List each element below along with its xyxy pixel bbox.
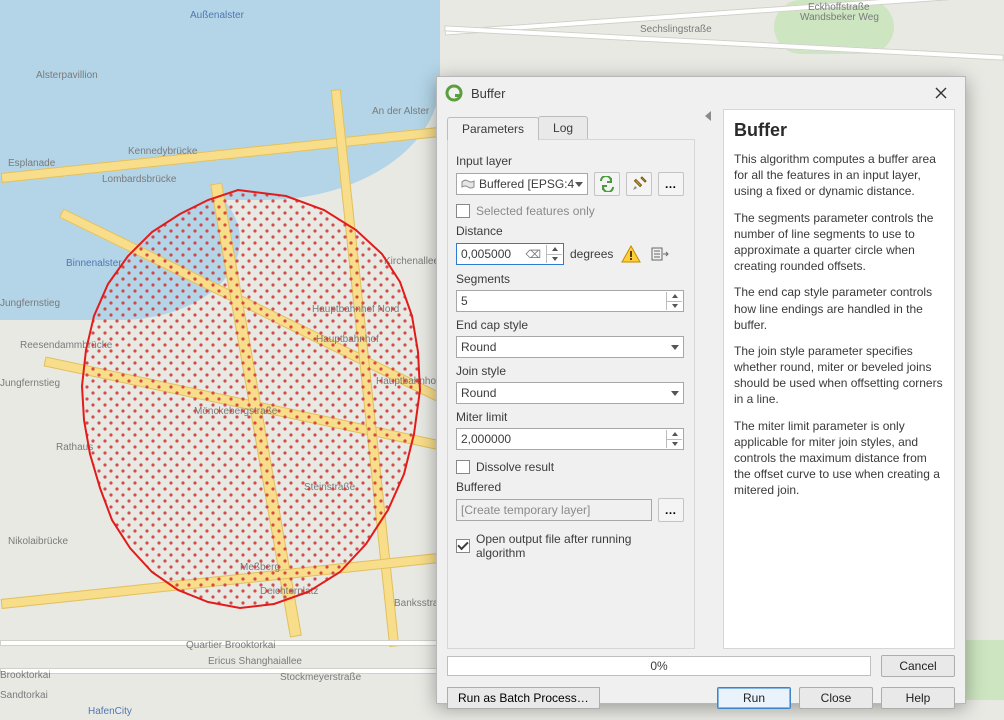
segments-input[interactable]: 5 <box>456 290 684 312</box>
dialog-title: Buffer <box>471 86 925 101</box>
label-input-layer: Input layer <box>456 154 684 168</box>
close-icon[interactable] <box>925 79 957 107</box>
input-layer-combo[interactable]: Buffered [EPSG:4 <box>456 173 588 195</box>
warning-icon <box>621 245 641 263</box>
input-layer-value: Buffered [EPSG:4 <box>479 177 574 191</box>
endcap-value: Round <box>461 340 496 354</box>
dissolve-checkbox[interactable] <box>456 460 470 474</box>
distance-value: 0,005000 <box>461 247 511 261</box>
output-placeholder: [Create temporary layer] <box>461 503 590 517</box>
run-batch-button[interactable]: Run as Batch Process… <box>447 687 600 709</box>
selected-only-label: Selected features only <box>476 204 595 218</box>
clear-distance-icon[interactable]: ⌫ <box>525 248 541 261</box>
label-miter: Miter limit <box>456 410 684 424</box>
label-distance: Distance <box>456 224 684 238</box>
open-output-checkbox[interactable] <box>456 539 470 553</box>
buffer-polygon <box>0 0 440 720</box>
map-label: Sechslingstraße <box>640 24 712 35</box>
help-p1: This algorithm computes a buffer area fo… <box>734 151 944 200</box>
distance-input[interactable]: 0,005000 ⌫ <box>456 243 564 265</box>
open-output-label: Open output file after running algorithm <box>476 532 684 560</box>
browse-output-button[interactable]: … <box>658 498 684 522</box>
label-segments: Segments <box>456 272 684 286</box>
map-label: Wandsbeker Weg <box>800 12 879 23</box>
advanced-options-icon[interactable] <box>626 172 652 196</box>
miter-input[interactable]: 2,000000 <box>456 428 684 450</box>
distance-spin-up[interactable] <box>546 245 562 255</box>
label-buffered: Buffered <box>456 480 684 494</box>
help-title: Buffer <box>734 120 944 141</box>
miter-value: 2,000000 <box>461 432 511 446</box>
cancel-button[interactable]: Cancel <box>881 655 955 677</box>
tab-log[interactable]: Log <box>538 116 588 139</box>
segments-value: 5 <box>461 294 468 308</box>
help-p4: The join style parameter specifies wheth… <box>734 343 944 408</box>
iterate-icon[interactable] <box>594 172 620 196</box>
help-p2: The segments parameter controls the numb… <box>734 210 944 275</box>
parameters-panel: Input layer Buffered [EPSG:4 <box>447 139 695 649</box>
pane-collapse-handle[interactable] <box>705 109 713 649</box>
data-defined-override-icon[interactable] <box>647 242 673 266</box>
help-button[interactable]: Help <box>881 687 955 709</box>
titlebar[interactable]: Buffer <box>437 77 965 109</box>
help-p5: The miter limit parameter is only applic… <box>734 418 944 499</box>
output-path-input[interactable]: [Create temporary layer] <box>456 499 652 521</box>
left-pane: Parameters Log Input layer Buffered [EPS… <box>447 109 695 649</box>
buffer-dialog: Buffer Parameters Log Input layer Buffer… <box>436 76 966 704</box>
browse-input-button[interactable]: … <box>658 172 684 196</box>
selected-only-checkbox[interactable] <box>456 204 470 218</box>
map-label: Eckhoffstraße <box>808 2 870 13</box>
label-joinstyle: Join style <box>456 364 684 378</box>
distance-spin-down[interactable] <box>546 255 562 264</box>
polygon-layer-icon <box>461 178 475 190</box>
label-endcap: End cap style <box>456 318 684 332</box>
run-button[interactable]: Run <box>717 687 791 709</box>
progress-bar: 0% <box>447 656 871 676</box>
distance-units: degrees <box>570 247 613 261</box>
qgis-icon <box>445 84 463 102</box>
tabs: Parameters Log <box>447 113 695 139</box>
progress-text: 0% <box>650 659 667 673</box>
tab-parameters[interactable]: Parameters <box>447 117 539 140</box>
help-p3: The end cap style parameter controls how… <box>734 284 944 333</box>
joinstyle-value: Round <box>461 386 496 400</box>
endcap-combo[interactable]: Round <box>456 336 684 358</box>
joinstyle-combo[interactable]: Round <box>456 382 684 404</box>
help-pane: Buffer This algorithm computes a buffer … <box>723 109 955 649</box>
dissolve-label: Dissolve result <box>476 460 554 474</box>
close-button[interactable]: Close <box>799 687 873 709</box>
